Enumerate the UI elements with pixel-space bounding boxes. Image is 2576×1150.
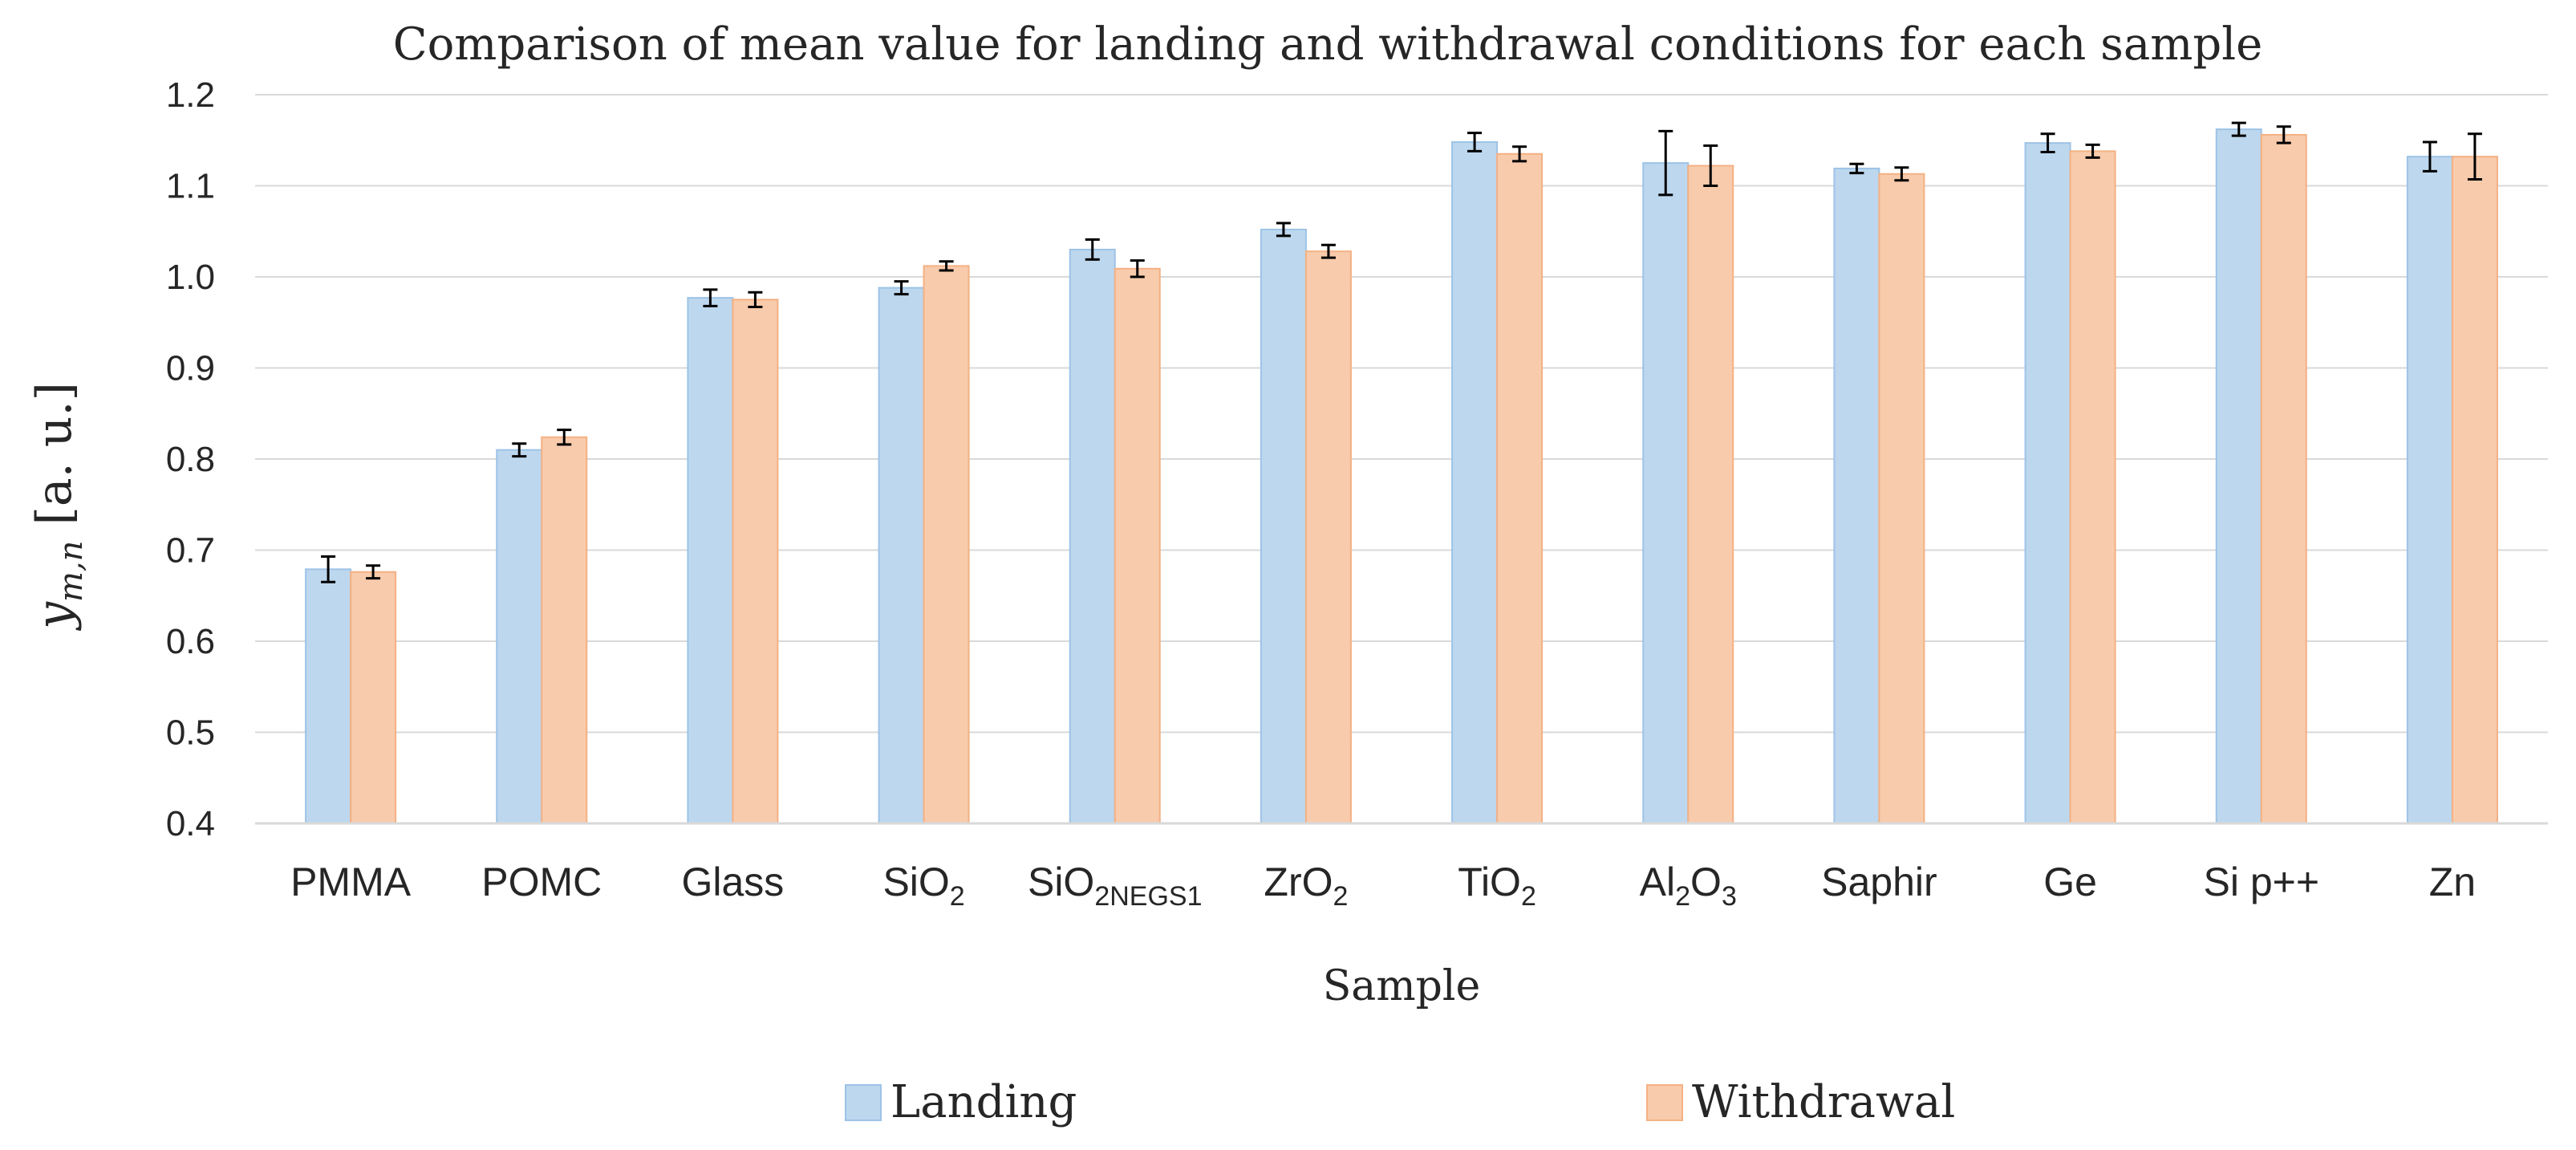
error-bar (894, 280, 909, 296)
bar-landing-sio (878, 286, 925, 824)
error-bar (2085, 143, 2100, 159)
error-bar (557, 429, 572, 446)
error-bar (2040, 132, 2055, 154)
y-axis-ticks: 0.4 0.5 0.6 0.7 0.8 0.9 1.0 1.1 1.2 (166, 75, 215, 843)
bar-landing-zro (1260, 228, 1307, 825)
x-tick-label: Saphir (1821, 859, 1937, 904)
error-bars (321, 121, 2482, 583)
x-tick-label: Ge (2043, 859, 2097, 904)
x-tick-label: Glass (682, 859, 785, 904)
bar-withdrawal-ge (2069, 150, 2116, 824)
legend-label: Withdrawal (1692, 1076, 1955, 1128)
bar-landing-al (1642, 162, 1690, 824)
bar-withdrawal-al (1687, 165, 1734, 824)
legend-item-withdrawal: Withdrawal (1646, 1076, 1955, 1128)
bar-landing-sio (1069, 248, 1116, 824)
y-tick-label: 1.2 (166, 75, 215, 115)
legend-label: Landing (890, 1076, 1077, 1128)
bar-withdrawal-pmma (350, 571, 397, 824)
y-tick-label: 0.4 (166, 804, 215, 843)
error-bar (2467, 132, 2482, 181)
gridlines (255, 94, 2548, 733)
error-bar (2422, 140, 2437, 173)
x-tick-label: Zn (2429, 859, 2476, 904)
legend-swatch (1646, 1084, 1683, 1121)
x-axis-ticks: PMMA POMC Glass SiO2 SiO2NEGS1 ZrO2 TiO2 Al2O3 S… (290, 859, 2476, 912)
x-tick-label: Si p++ (2203, 859, 2319, 904)
x-tick-label: POMC (481, 859, 602, 904)
y-tick-label: 0.6 (166, 622, 215, 661)
error-bar (1703, 144, 1718, 187)
chart-title: Comparison of mean value for landing and… (393, 18, 2263, 71)
bar-withdrawal-pomc (541, 436, 588, 824)
y-tick-label: 0.9 (166, 349, 215, 388)
error-bar (1849, 162, 1864, 175)
legend-swatch (845, 1084, 882, 1121)
x-tick-label: ZrO2 (1264, 859, 1348, 912)
bar-withdrawal-si-p- (2260, 133, 2307, 824)
bar-landing-pomc (496, 449, 543, 825)
y-tick-label: 1.1 (166, 167, 215, 206)
y-tick-label: 0.5 (166, 713, 215, 753)
bar-withdrawal-zro (1304, 250, 1352, 825)
error-bar (2276, 125, 2291, 144)
legend: Landing Withdrawal (845, 1076, 1955, 1128)
bar-landing-si-p- (2215, 128, 2262, 824)
error-bar (1085, 238, 1100, 261)
bar-landing-tio (1451, 141, 1499, 824)
bar-withdrawal-sio (1114, 267, 1161, 825)
error-bar (1276, 221, 1291, 238)
x-tick-label: SiO2 (882, 859, 964, 912)
error-bar (939, 260, 954, 272)
bar-withdrawal-glass (732, 299, 779, 824)
bar-landing-zn (2406, 156, 2453, 824)
y-tick-label: 0.7 (166, 531, 215, 571)
error-bar (512, 442, 527, 458)
error-bar (1658, 129, 1673, 197)
error-bar (2231, 121, 2246, 137)
bar-landing-saphir (1833, 167, 1880, 824)
bar-landing-pmma (305, 568, 352, 825)
x-axis-title: Sample (1323, 962, 1481, 1010)
error-bar (321, 555, 336, 583)
x-tick-label: SiO2NEGS1 (1028, 859, 1203, 912)
bar-withdrawal-sio (923, 265, 970, 824)
bars (305, 128, 2498, 825)
y-tick-label: 1.0 (166, 258, 215, 297)
bar-withdrawal-tio (1496, 152, 1544, 824)
error-bar (366, 564, 381, 580)
y-axis-title: ym,n [a. u.] (26, 382, 90, 632)
error-bar (748, 291, 763, 308)
bar-withdrawal-zn (2451, 156, 2498, 824)
error-bar (1130, 259, 1145, 278)
bar-withdrawal-saphir (1878, 173, 1925, 824)
bar-landing-ge (2024, 142, 2071, 824)
x-tick-label: PMMA (290, 859, 412, 904)
error-bar (1320, 243, 1336, 259)
error-bar (1467, 132, 1483, 152)
x-tick-label: TiO2 (1458, 859, 1536, 912)
x-tick-label: Al2O3 (1640, 859, 1737, 912)
error-bar (1512, 145, 1527, 163)
y-tick-label: 0.8 (166, 440, 215, 479)
bar-landing-glass (687, 297, 734, 825)
error-bar (1894, 166, 1909, 182)
error-bar (703, 288, 718, 307)
legend-item-landing: Landing (845, 1076, 1077, 1128)
